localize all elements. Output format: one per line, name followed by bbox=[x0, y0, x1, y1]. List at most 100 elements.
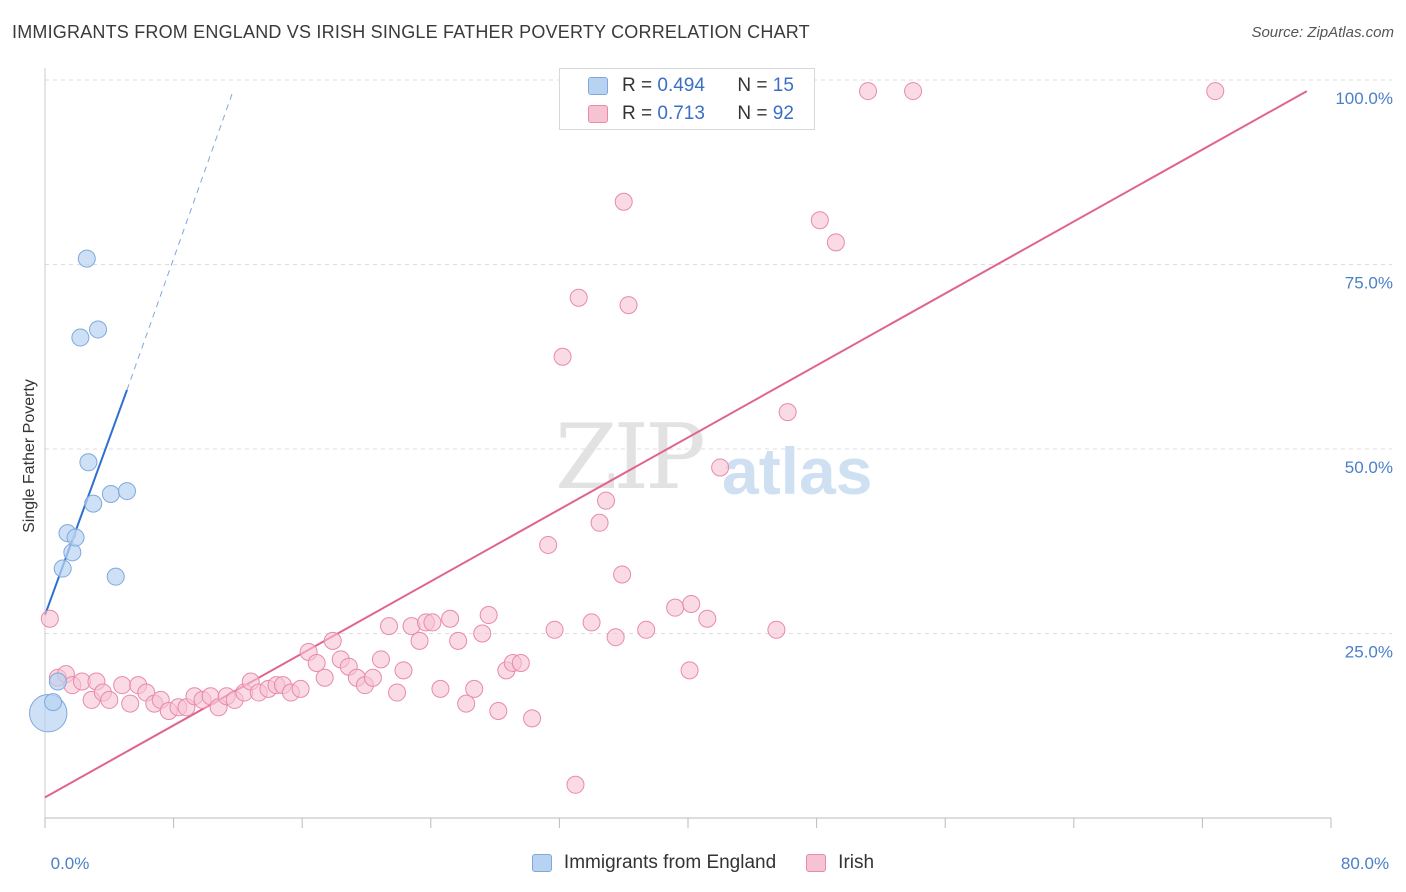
y-tick-label: 75.0% bbox=[1345, 274, 1393, 293]
england-points bbox=[29, 249, 136, 733]
irish-point bbox=[363, 668, 382, 687]
irish-point bbox=[388, 683, 407, 702]
irish-point bbox=[767, 620, 786, 639]
irish-point bbox=[410, 631, 429, 650]
irish-point bbox=[457, 694, 476, 713]
irish-point bbox=[121, 694, 140, 713]
irish-point bbox=[380, 617, 399, 636]
england-trend-extension bbox=[126, 90, 234, 391]
legend-item-england: Immigrants from England bbox=[531, 852, 777, 874]
legend-swatch-england bbox=[531, 854, 552, 872]
irish-point bbox=[666, 598, 685, 617]
england-point bbox=[66, 528, 85, 547]
irish-points bbox=[40, 82, 1225, 794]
stats-legend: R = 0.494 N = 15 R = 0.713 N = 92 bbox=[559, 68, 815, 130]
x-tick-label: 0.0% bbox=[51, 854, 90, 873]
irish-point bbox=[113, 676, 132, 695]
irish-point bbox=[553, 347, 572, 366]
irish-point bbox=[465, 679, 484, 698]
irish-point bbox=[597, 491, 616, 510]
irish-point bbox=[606, 628, 625, 647]
chart-title: IMMIGRANTS FROM ENGLAND VS IRISH SINGLE … bbox=[12, 22, 810, 42]
irish-point bbox=[590, 513, 609, 532]
irish-point bbox=[291, 679, 310, 698]
england-point bbox=[63, 543, 82, 562]
irish-point bbox=[307, 654, 326, 673]
irish-point bbox=[826, 233, 845, 252]
legend-row-irish: R = 0.713 N = 92 bbox=[588, 101, 794, 127]
legend-r-label: R = bbox=[622, 75, 653, 96]
irish-point bbox=[682, 594, 701, 613]
irish-point bbox=[394, 661, 413, 680]
legend-label-england: Immigrants from England bbox=[563, 852, 777, 873]
irish-point bbox=[582, 613, 601, 632]
irish-point bbox=[904, 82, 923, 101]
england-point bbox=[101, 485, 120, 504]
y-tick-label: 25.0% bbox=[1345, 643, 1393, 662]
irish-point bbox=[619, 296, 638, 315]
irish-point bbox=[711, 458, 730, 477]
irish-point bbox=[698, 609, 717, 628]
england-point bbox=[53, 559, 72, 578]
legend-r-value: 0.713 bbox=[657, 103, 705, 124]
england-point bbox=[89, 320, 108, 339]
gridlines bbox=[45, 79, 1392, 634]
legend-r-label: R = bbox=[622, 103, 653, 124]
y-tick-label: 100.0% bbox=[1335, 89, 1393, 108]
irish-point bbox=[637, 620, 656, 639]
legend-n-label: N = bbox=[737, 103, 768, 124]
irish-point bbox=[614, 192, 633, 211]
legend-swatch-england bbox=[588, 77, 608, 95]
series-legend: Immigrants from England Irish bbox=[0, 852, 1406, 874]
irish-point bbox=[40, 609, 59, 628]
england-point bbox=[71, 328, 90, 347]
england-point bbox=[48, 672, 67, 691]
y-tick-label: 50.0% bbox=[1345, 458, 1393, 477]
x-tick-label: 80.0% bbox=[1341, 854, 1389, 873]
irish-point bbox=[473, 624, 492, 643]
legend-item-irish: Irish bbox=[806, 852, 874, 874]
irish-point bbox=[323, 631, 342, 650]
legend-n-label: N = bbox=[737, 75, 768, 96]
irish-point bbox=[511, 654, 530, 673]
tick-labels: 25.0% 50.0% 75.0% 100.0% 0.0% 80.0% bbox=[51, 89, 1393, 873]
irish-point bbox=[371, 650, 390, 669]
legend-label-irish: Irish bbox=[838, 852, 875, 873]
y-axis-label: Single Father Poverty bbox=[21, 379, 38, 533]
irish-point bbox=[1206, 82, 1225, 101]
irish-point bbox=[479, 606, 498, 625]
legend-swatch-irish bbox=[588, 105, 608, 123]
irish-point bbox=[539, 535, 558, 554]
legend-row-england: R = 0.494 N = 15 bbox=[588, 73, 794, 99]
england-point bbox=[44, 693, 63, 712]
irish-point bbox=[810, 211, 829, 230]
irish-point bbox=[778, 403, 797, 422]
legend-n-value: 15 bbox=[772, 75, 794, 96]
watermark-atlas: atlas bbox=[722, 434, 873, 508]
axes bbox=[44, 68, 1332, 828]
legend-n-value: 92 bbox=[772, 103, 794, 124]
legend-swatch-irish bbox=[806, 854, 827, 872]
irish-point bbox=[523, 709, 542, 728]
legend-r-value: 0.494 bbox=[657, 75, 705, 96]
irish-point bbox=[100, 690, 119, 709]
irish-point bbox=[680, 661, 699, 680]
england-point bbox=[84, 494, 103, 513]
england-point bbox=[106, 567, 125, 586]
irish-point bbox=[489, 701, 508, 720]
irish-point bbox=[431, 679, 450, 698]
england-point bbox=[117, 482, 136, 501]
england-point bbox=[79, 453, 98, 472]
irish-point bbox=[613, 565, 632, 584]
irish-point bbox=[441, 609, 460, 628]
source-label: Source: ZipAtlas.com bbox=[1251, 24, 1394, 41]
irish-point bbox=[566, 775, 585, 794]
irish-point bbox=[449, 631, 468, 650]
irish-point bbox=[569, 288, 588, 307]
irish-point bbox=[545, 620, 564, 639]
irish-point bbox=[859, 82, 878, 101]
irish-point bbox=[315, 668, 334, 687]
irish-point bbox=[423, 613, 442, 632]
england-point bbox=[77, 249, 96, 268]
